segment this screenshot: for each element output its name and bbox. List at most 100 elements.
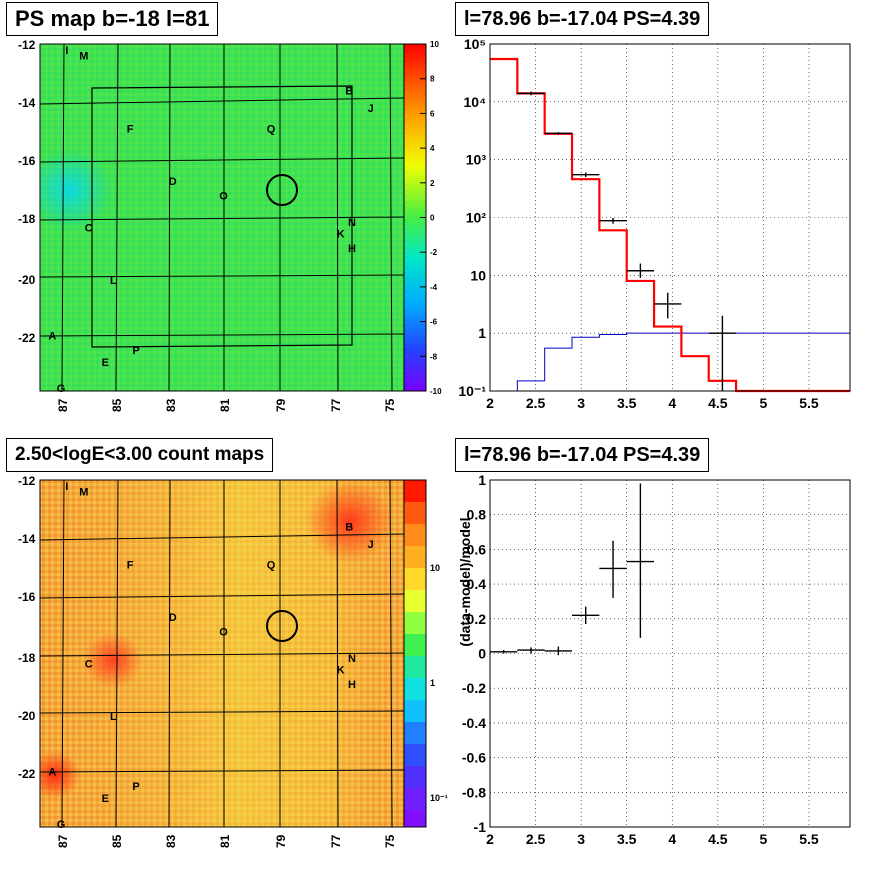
source-label: A <box>48 331 56 343</box>
colorbar-tick: -10 <box>430 387 442 396</box>
source-label: M <box>79 51 88 63</box>
y-tick: 0.4 <box>467 576 487 592</box>
source-label: F <box>127 124 134 136</box>
source-label: P <box>132 345 139 357</box>
source-label: P <box>132 781 139 793</box>
ps-map-title: PS map b=-18 l=81 <box>6 2 219 36</box>
colorbar-tick: 4 <box>430 144 435 153</box>
source-label: G <box>57 383 66 395</box>
x-tick: 2.5 <box>526 395 546 411</box>
source-label: F <box>127 560 134 572</box>
source-label: E <box>102 357 109 369</box>
colorbar-tick: 8 <box>430 75 435 84</box>
residual-panel: 1 0.8 0.6 0.4 0.2 0 -0.2 -0.4 -0.6 -0.8 -1 2 2.5 3 3.… <box>457 472 851 847</box>
colorbar-tick: -4 <box>430 283 438 292</box>
x-tick: 5 <box>760 831 768 847</box>
source-label: H <box>348 679 356 691</box>
source-label: L <box>110 275 117 287</box>
ps-colorbar-ticks: 10 8 6 4 2 0 -2 -4 -6 -8 -10 <box>420 40 442 396</box>
spectrum-y-ticks: 10⁵ 10⁴ 10³ 10² 10 1 10⁻¹ <box>458 36 486 399</box>
y-tick: -0.4 <box>462 715 486 731</box>
y-tick: 0.2 <box>467 611 487 627</box>
colorbar-tick: 10 <box>430 40 439 49</box>
x-tick: 5 <box>760 395 768 411</box>
y-tick: -12 <box>18 474 36 488</box>
x-tick: 85 <box>110 834 124 848</box>
x-tick: 5.5 <box>799 395 819 411</box>
y-tick: 10 <box>470 267 486 283</box>
residual-x-ticks: 2 2.5 3 3.5 4 4.5 5 5.5 <box>486 831 819 847</box>
spectrum-frame <box>489 43 851 392</box>
x-tick: 77 <box>329 398 343 412</box>
spectrum-panel: 10⁵ 10⁴ 10³ 10² 10 1 10⁻¹ 2 2.5 3 3.5 4 4.5 5 5.5 <box>458 36 851 411</box>
colorbar-tick: 6 <box>430 109 435 118</box>
y-tick: 10⁴ <box>464 94 487 110</box>
y-tick: -14 <box>18 532 36 546</box>
x-tick: 2.5 <box>526 831 546 847</box>
spectrum-x-ticks: 2 2.5 3 3.5 4 4.5 5 5.5 <box>486 395 819 411</box>
source-label: G <box>57 819 66 831</box>
y-tick: 10³ <box>466 152 487 168</box>
y-tick: -18 <box>18 212 36 226</box>
source-label: O <box>219 191 228 203</box>
x-tick: 3 <box>577 395 585 411</box>
spectrum-data-points <box>517 91 737 391</box>
y-tick: 0.8 <box>467 507 487 523</box>
colorbar-tick: 10⁻¹ <box>430 793 448 803</box>
residual-data-points <box>490 483 655 656</box>
source-label: C <box>85 659 93 671</box>
colorbar-tick: 1 <box>430 678 435 688</box>
x-tick: 4.5 <box>708 395 728 411</box>
y-tick: 0.6 <box>467 541 487 557</box>
x-tick: 83 <box>164 834 178 848</box>
y-tick: 10⁻¹ <box>458 383 486 399</box>
colorbar-tick: 10 <box>430 563 440 573</box>
source-label: H <box>348 243 356 255</box>
x-tick: 81 <box>218 398 232 412</box>
y-tick: -0.8 <box>462 784 486 800</box>
count-colorbar: 10 1 10⁻¹ <box>403 479 448 828</box>
source-label: K <box>337 229 345 241</box>
colorbar-tick: 2 <box>430 179 435 188</box>
source-label: E <box>102 793 109 805</box>
x-tick: 3.5 <box>617 395 637 411</box>
residual-y-axis-label: (data-model)/model <box>457 517 473 646</box>
y-tick: -20 <box>18 273 36 287</box>
count-map-title: 2.50<logE<3.00 count maps <box>6 438 274 472</box>
ps-map-y-ticks: -12 -14 -16 -18 -20 -22 <box>18 38 36 345</box>
x-tick: 4 <box>668 395 676 411</box>
residual-title: l=78.96 b=-17.04 PS=4.39 <box>455 438 710 472</box>
source-circle <box>266 610 298 642</box>
y-tick: -14 <box>18 96 36 110</box>
y-tick: -18 <box>18 651 36 665</box>
source-label: C <box>85 223 93 235</box>
ps-map-source-labels: MI B J F Q D O NKH C L A P E G <box>48 45 373 395</box>
ps-map-x-ticks: 87 85 83 81 79 77 75 <box>56 398 397 412</box>
y-tick: 10² <box>466 210 487 226</box>
x-tick: 3 <box>577 831 585 847</box>
count-map-grid <box>39 479 405 828</box>
source-label: J <box>368 103 374 115</box>
y-tick: -12 <box>18 38 36 52</box>
source-label: D <box>169 176 177 188</box>
y-tick: -16 <box>18 590 36 604</box>
x-tick: 79 <box>274 834 288 848</box>
residual-grid <box>490 480 850 827</box>
colorbar-tick: 0 <box>430 214 435 223</box>
source-label: M <box>79 487 88 499</box>
x-tick: 4 <box>668 831 676 847</box>
source-label: B <box>345 522 353 534</box>
source-label: Q <box>267 124 276 136</box>
count-map-y-ticks: -12 -14 -16 -18 -20 -22 <box>18 474 36 781</box>
source-label: I <box>65 481 68 493</box>
y-tick: -0.2 <box>462 680 486 696</box>
spectrum-title: l=78.96 b=-17.04 PS=4.39 <box>455 2 710 36</box>
x-tick: 2 <box>486 831 494 847</box>
source-label: N <box>348 217 356 229</box>
y-tick: 0 <box>478 646 486 662</box>
source-label: I <box>65 45 68 57</box>
x-tick: 75 <box>383 398 397 412</box>
x-tick: 2 <box>486 395 494 411</box>
